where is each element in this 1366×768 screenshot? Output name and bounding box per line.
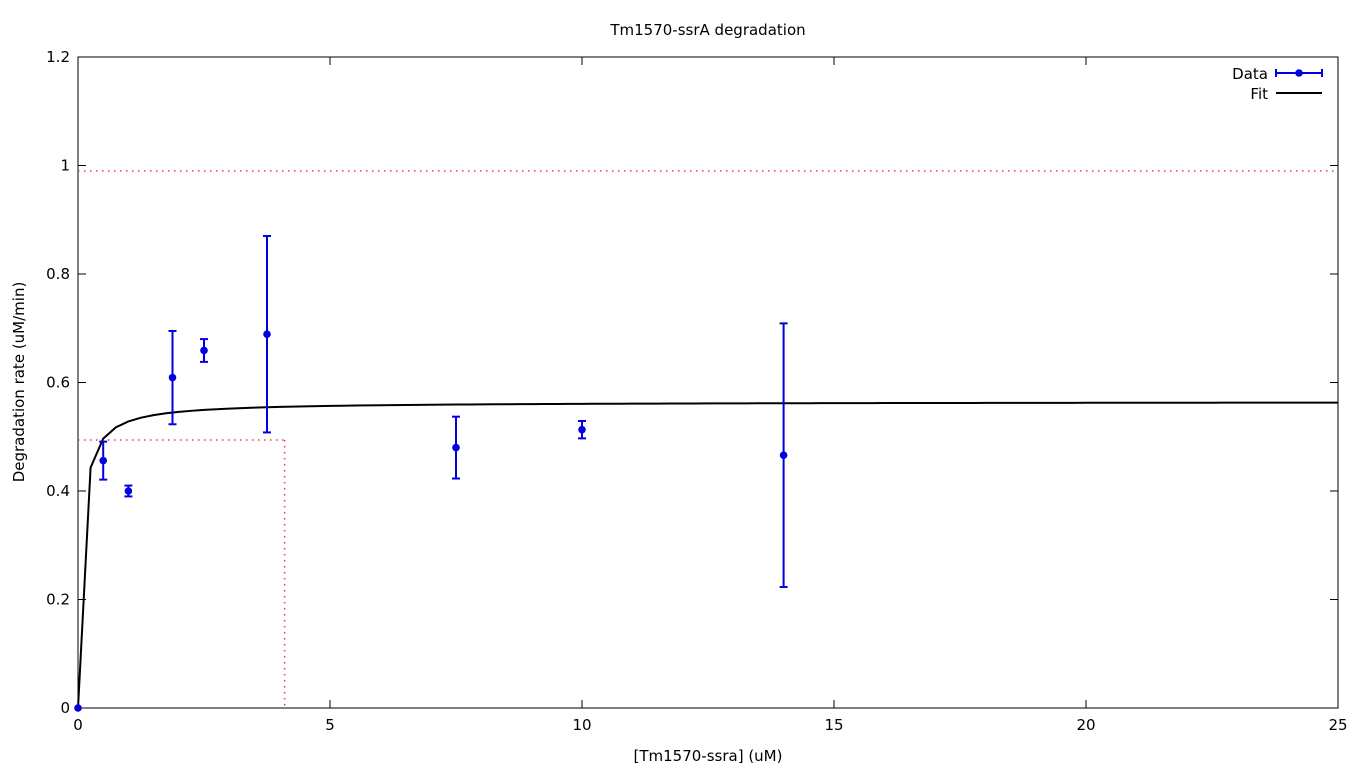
data-marker (74, 704, 82, 712)
data-marker (779, 451, 788, 459)
y-tick-label: 0.6 (46, 374, 70, 392)
legend-symbol-data (1275, 69, 1323, 77)
x-tick-label: 20 (1076, 716, 1095, 734)
data-marker (452, 443, 460, 452)
x-tick-label: 5 (325, 716, 335, 734)
data-marker (124, 487, 133, 495)
data-point (779, 322, 788, 589)
y-tick-label: 0.2 (46, 591, 70, 609)
data-marker (168, 373, 177, 382)
fit-curve (77, 401, 1338, 709)
legend-label-fit: Fit (1250, 85, 1268, 103)
data-marker (263, 330, 271, 339)
data-point (168, 329, 177, 426)
x-tick-label: 0 (73, 716, 83, 734)
chart-title: Tm1570-ssrA degradation (609, 21, 805, 39)
y-tick-label: 0.8 (46, 265, 70, 283)
legend-marker (1295, 69, 1303, 77)
data-point (99, 440, 108, 481)
data-point (124, 484, 133, 498)
data-point (578, 420, 586, 440)
data-marker (578, 425, 586, 434)
x-tick-label: 25 (1328, 716, 1347, 734)
data-point (74, 704, 82, 712)
reference-lines (78, 170, 1338, 708)
x-tick-label: 15 (824, 716, 843, 734)
data-point (263, 235, 271, 434)
data-marker (99, 456, 107, 465)
y-tick-label: 1 (60, 157, 70, 175)
data-marker (200, 346, 208, 355)
y-tick-label: 0.4 (46, 482, 70, 500)
data-series (74, 235, 788, 712)
y-tick-label: 0 (60, 699, 70, 717)
legend-label-data: Data (1232, 65, 1268, 83)
x-axis-label: [Tm1570-ssra] (uM) (634, 747, 783, 765)
y-axis: 0 0.2 0.4 0.6 0.8 1 1.2 (46, 48, 1338, 717)
x-axis: 0 5 10 15 20 25 (73, 57, 1348, 734)
legend: Data Fit (1232, 65, 1323, 103)
y-axis-label: Degradation rate (uM/min) (10, 282, 28, 483)
y-tick-label: 1.2 (46, 48, 70, 66)
data-point (452, 415, 460, 480)
data-point (200, 338, 208, 363)
x-tick-label: 10 (572, 716, 591, 734)
